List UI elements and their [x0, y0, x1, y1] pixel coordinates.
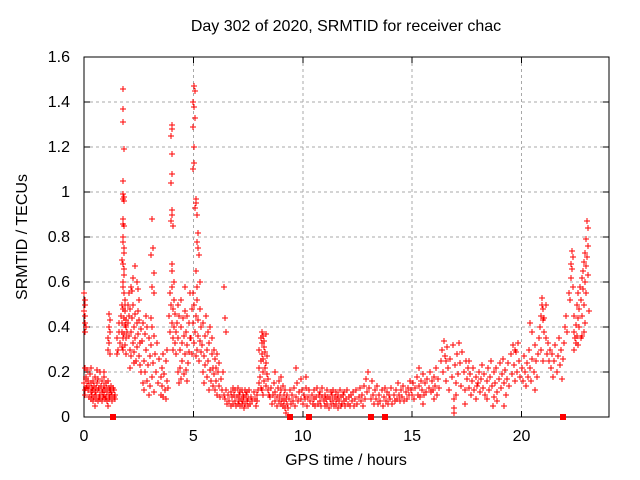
tick-label-layer: 0 5 10 15 20 0 0.2 0.4 0.6 0.8 1 1.2 1.4 1.6	[48, 49, 531, 445]
flag-square-point	[560, 414, 566, 420]
y-tick-label: 1.2	[48, 139, 70, 156]
y-tick-label: 0.2	[48, 364, 70, 381]
flag-square-point	[287, 414, 293, 420]
y-tick-label: 0.6	[48, 274, 70, 291]
flag-square-point	[382, 414, 388, 420]
flag-square-point	[368, 414, 374, 420]
y-axis-label: SRMTID / TECUs	[14, 174, 31, 300]
flag-square-point	[110, 414, 116, 420]
y-tick-label: 0	[61, 409, 70, 426]
x-tick-label: 20	[513, 428, 531, 445]
x-tick-label: 10	[294, 428, 312, 445]
plot-border	[83, 56, 610, 418]
y-tick-label: 0.4	[48, 319, 70, 336]
points-layer	[81, 83, 592, 420]
y-tick-label: 1	[61, 184, 70, 201]
flag-square-point	[306, 414, 312, 420]
grid-layer	[84, 57, 609, 417]
y-tick-label: 1.4	[48, 94, 70, 111]
x-tick-label: 0	[80, 428, 89, 445]
y-tick-label: 0.8	[48, 229, 70, 246]
x-tick-label: 5	[189, 428, 198, 445]
y-tick-label: 1.6	[48, 49, 70, 66]
x-tick-label: 15	[403, 428, 421, 445]
scatter-points	[81, 83, 592, 416]
chart-title: Day 302 of 2020, SRMTID for receiver cha…	[191, 18, 501, 35]
x-axis-label: GPS time / hours	[285, 452, 407, 469]
